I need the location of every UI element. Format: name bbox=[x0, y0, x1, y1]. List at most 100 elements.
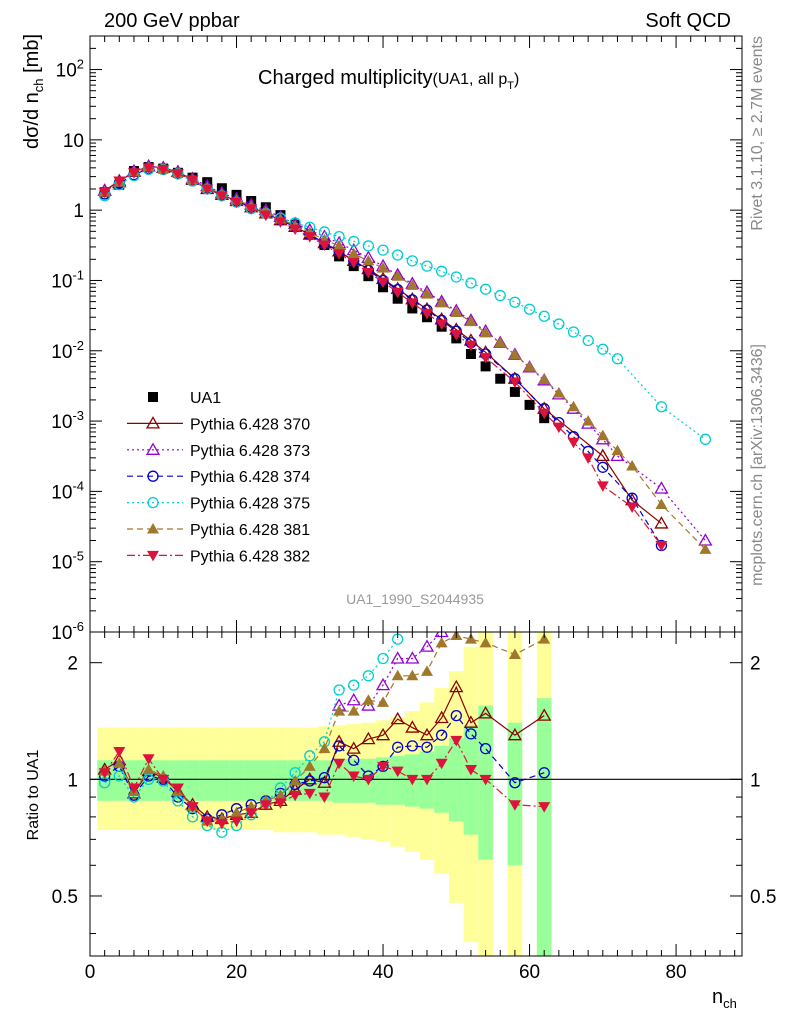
main-data-point bbox=[524, 399, 535, 410]
main-data-point bbox=[523, 303, 536, 315]
main-data-point bbox=[362, 254, 375, 266]
main-series-line bbox=[104, 167, 662, 546]
ratio-data-point bbox=[302, 772, 317, 785]
main-data-point bbox=[582, 415, 595, 426]
ratio-data-point bbox=[450, 613, 462, 624]
main-data-point bbox=[274, 217, 287, 228]
ratio-data-point bbox=[230, 806, 243, 818]
main-data-point bbox=[406, 255, 418, 267]
ratio-data-point bbox=[318, 792, 331, 804]
ratio-data-point bbox=[375, 727, 391, 741]
main-data-point bbox=[494, 289, 506, 302]
ratio-data-point bbox=[419, 727, 435, 741]
side-top-text: Rivet 3.1.10, ≥ 2.7M events bbox=[749, 36, 766, 231]
ratio-data-point bbox=[245, 808, 258, 819]
ratio-data-point bbox=[274, 789, 287, 800]
ratio-data-point bbox=[538, 767, 550, 779]
main-data-point bbox=[611, 444, 624, 456]
ratio-data-point bbox=[333, 684, 345, 696]
ratio-data-point bbox=[171, 783, 184, 794]
main-data-point bbox=[626, 459, 639, 471]
ratio-data-point bbox=[361, 731, 376, 745]
ratio-data-point bbox=[405, 651, 420, 664]
ratio-data-point bbox=[449, 679, 464, 693]
ratio-data-point bbox=[157, 774, 170, 786]
ratio-data-point bbox=[391, 669, 404, 681]
legend-entry: UA1 bbox=[148, 390, 221, 407]
main-y-tick-label: 1 bbox=[73, 201, 84, 222]
ratio-data-point bbox=[113, 770, 125, 782]
ratio-data-point bbox=[274, 798, 287, 809]
legend-entry: Pythia 6.428 382 bbox=[127, 548, 310, 565]
main-data-point bbox=[655, 401, 668, 413]
legend-entry: Pythia 6.428 381 bbox=[127, 522, 310, 539]
ratio-data-point bbox=[494, 578, 506, 589]
legend-label: Pythia 6.428 382 bbox=[190, 548, 310, 565]
legend-label: Pythia 6.428 381 bbox=[190, 522, 310, 539]
legend-entry: Pythia 6.428 370 bbox=[127, 416, 310, 433]
ratio-data-point bbox=[524, 563, 536, 574]
legend-entry: Pythia 6.428 373 bbox=[127, 442, 310, 460]
main-data-point bbox=[318, 240, 331, 251]
legend-marker bbox=[145, 416, 161, 429]
main-data-point bbox=[699, 433, 712, 445]
ratio-data-point bbox=[435, 636, 448, 648]
main-data-point bbox=[377, 244, 389, 256]
main-data-point bbox=[333, 249, 346, 260]
legend-label: Pythia 6.428 374 bbox=[190, 469, 310, 486]
main-data-point bbox=[201, 184, 214, 195]
ratio-data-point bbox=[420, 665, 433, 676]
ratio-data-point bbox=[508, 648, 521, 659]
main-data-point bbox=[582, 453, 595, 464]
main-data-point bbox=[362, 267, 375, 279]
main-data-point bbox=[654, 516, 669, 529]
main-data-point bbox=[596, 429, 609, 441]
main-series-line bbox=[104, 165, 662, 524]
main-data-point bbox=[259, 210, 272, 222]
main-data-point bbox=[655, 498, 668, 510]
main-data-point bbox=[392, 249, 404, 261]
main-data-point bbox=[495, 373, 506, 384]
legend-marker bbox=[148, 392, 158, 402]
main-y-tick-label: 10-1 bbox=[51, 267, 84, 292]
x-tick-label: 20 bbox=[226, 962, 247, 983]
main-data-point bbox=[508, 348, 521, 360]
main-data-point bbox=[509, 386, 520, 397]
ratio-band-inner bbox=[229, 760, 244, 801]
ratio-data-point bbox=[465, 728, 477, 740]
legend-label: UA1 bbox=[190, 390, 221, 407]
main-data-point bbox=[391, 287, 404, 299]
x-axis-label-text: n bbox=[712, 986, 723, 1008]
ratio-data-point bbox=[346, 741, 361, 754]
main-data-point bbox=[464, 315, 477, 327]
ratio-band-inner bbox=[185, 760, 200, 801]
main-data-point bbox=[435, 265, 448, 277]
main-data-point bbox=[142, 163, 155, 174]
main-series-6 bbox=[98, 163, 668, 552]
legend-marker bbox=[147, 550, 159, 562]
legend-marker bbox=[145, 442, 161, 455]
legend: UA1 Pythia 6.428 370 Pythia 6.428 373 Pythi… bbox=[127, 390, 310, 565]
main-y-tick-label: 10-4 bbox=[51, 478, 84, 503]
main-data-point bbox=[465, 348, 476, 359]
main-data-point bbox=[655, 540, 668, 552]
main-data-point bbox=[538, 310, 550, 322]
ratio-panel: 0.5 0.51 12 20 20 40 60 80 bbox=[52, 563, 776, 983]
main-data-point bbox=[420, 288, 433, 299]
ratio-data-point bbox=[347, 771, 360, 782]
main-data-point bbox=[582, 334, 594, 347]
main-data-point bbox=[392, 293, 403, 304]
ratio-band-inner bbox=[331, 758, 347, 803]
ratio-band-inner bbox=[507, 722, 523, 866]
ratio-data-point bbox=[421, 741, 433, 753]
x-tick-label: 0 bbox=[85, 962, 96, 983]
main-title: Charged multiplicity(UA1, all pT) bbox=[258, 67, 519, 92]
ratio-data-point bbox=[375, 677, 391, 691]
ratio-data-point bbox=[537, 708, 552, 721]
main-data-point bbox=[479, 283, 492, 295]
x-axis-label-sub: ch bbox=[723, 996, 737, 1011]
ratio-frame bbox=[89, 631, 743, 957]
ratio-data-point bbox=[186, 802, 199, 813]
legend-marker bbox=[147, 496, 159, 509]
ratio-series-4 bbox=[98, 632, 551, 826]
